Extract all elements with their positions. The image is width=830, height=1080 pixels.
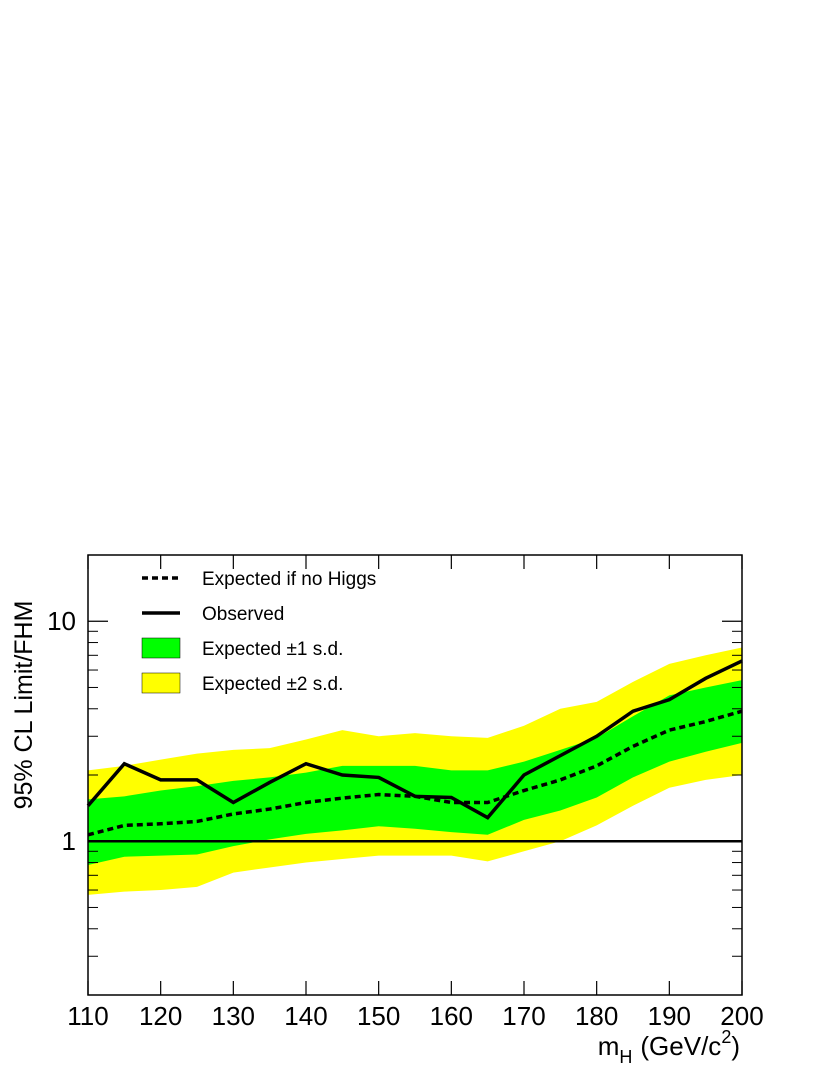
x-tick-label: 110 [67,1001,108,1031]
plot-area [86,647,743,895]
x-tick-label: 160 [430,1001,473,1031]
x-tick-label: 170 [502,1001,545,1031]
x-label-part: H [619,1047,632,1067]
legend-label: Expected ±1 s.d. [202,639,343,660]
y-tick-label: 1 [62,826,76,856]
y-axis-label: 95% CL Limit/FHM [10,601,38,810]
legend-label: Expected ±2 s.d. [202,674,343,695]
x-tick-label: 140 [284,1001,327,1031]
legend-swatch [141,637,181,659]
x-axis-label: mH (GeV/c2) [598,1027,740,1067]
legend-swatch [141,672,181,694]
legend-label: Expected if no Higgs [202,569,376,590]
x-tick-label: 120 [139,1001,182,1031]
x-label-part: (GeV/c [640,1031,721,1061]
x-tick-label: 150 [357,1001,400,1031]
x-label-part: ) [731,1031,740,1061]
x-tick-label: 180 [575,1001,618,1031]
legend-label: Observed [202,604,284,625]
x-tick-label: 200 [720,1001,763,1031]
x-label-part: m [598,1031,620,1061]
band [88,680,742,865]
x-label-part: 2 [721,1027,731,1047]
y-tick-label: 10 [47,606,76,636]
x-tick-label: 130 [212,1001,255,1031]
line-series [86,659,743,820]
x-tick-label: 190 [648,1001,691,1031]
